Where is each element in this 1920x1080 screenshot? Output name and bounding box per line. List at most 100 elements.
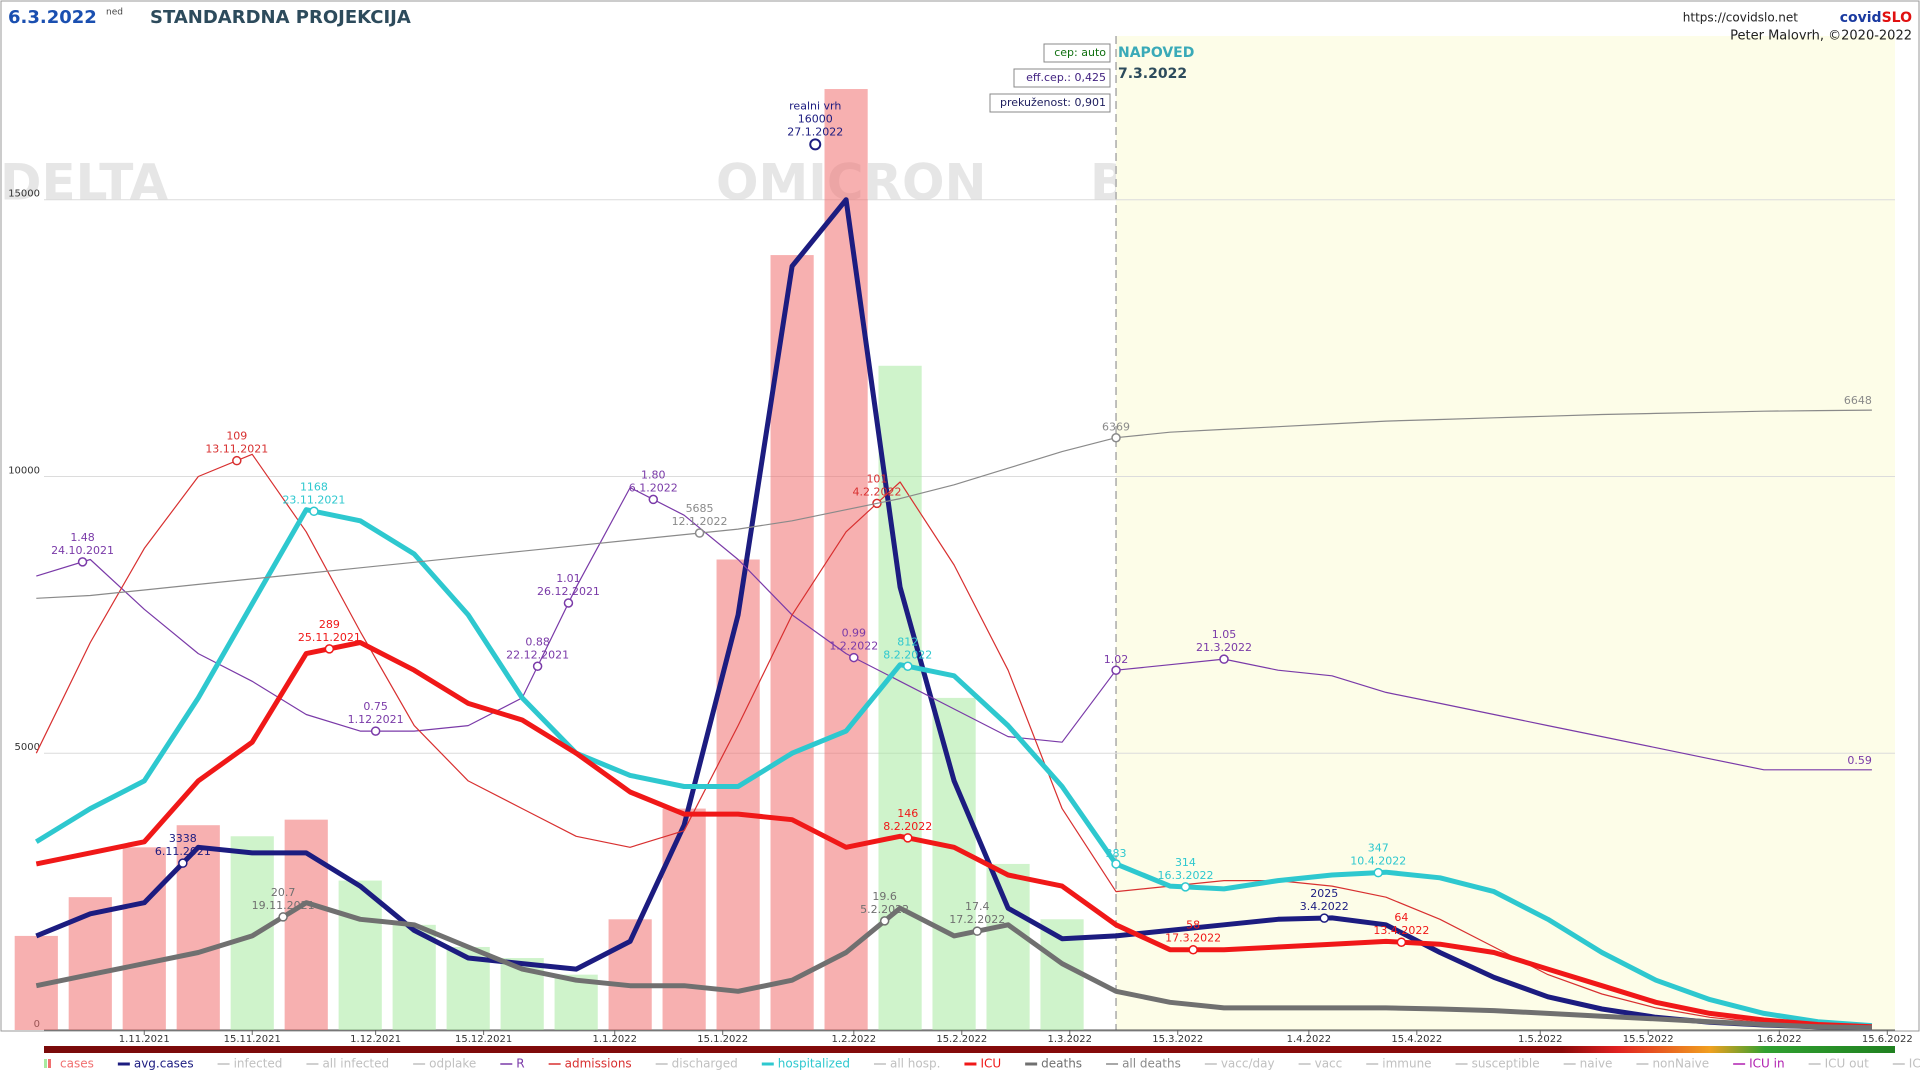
point-label: 1.48 <box>70 531 95 544</box>
point-date: 23.11.2021 <box>282 493 345 506</box>
point-label: 101 <box>866 472 887 485</box>
point-label: 58 <box>1186 919 1200 932</box>
date: 6.3.2022 <box>8 7 97 28</box>
series-line <box>35 197 1872 1031</box>
point-label: 6369 <box>1102 421 1130 434</box>
point-label: 3338 <box>169 832 197 845</box>
frame <box>0 0 1920 1032</box>
legend-label: susceptible <box>1472 1057 1540 1071</box>
series-line <box>36 409 1872 599</box>
legend-label: cases <box>60 1057 94 1071</box>
point-label: 314 <box>1175 856 1196 869</box>
label-marker <box>370 726 381 736</box>
legend-label: admissions <box>565 1057 632 1071</box>
brand-covid: covid <box>1840 10 1882 26</box>
point-label: 17.4 <box>965 900 990 913</box>
point-label: 20.7 <box>271 886 296 899</box>
x-tick-label: 15.11.2021 <box>224 1034 281 1045</box>
point-label: 146 <box>897 807 918 820</box>
label-marker <box>1319 913 1330 923</box>
bar <box>770 255 814 1031</box>
param-box <box>989 93 1111 113</box>
label-marker <box>694 528 705 538</box>
end-label: 6648 <box>1844 394 1872 407</box>
end-label: 0.59 <box>1847 754 1872 767</box>
series-line <box>34 507 1873 1029</box>
label-marker <box>309 506 319 517</box>
point-label: 289 <box>319 618 340 631</box>
label-marker <box>1188 944 1198 955</box>
author: Peter Malovrh, ©2020-2022 <box>1730 29 1912 44</box>
point-label: 1.80 <box>641 468 666 481</box>
point-date: 3.4.2022 <box>1300 900 1349 913</box>
label-marker <box>563 598 574 608</box>
x-tick-label: 1.1.2022 <box>592 1034 637 1045</box>
point-date: 21.3.2022 <box>1196 641 1252 654</box>
legend-swatch <box>44 1059 47 1068</box>
label-marker <box>1111 665 1121 675</box>
bar <box>986 863 1030 1030</box>
point-date: 8.2.2022 <box>883 648 932 661</box>
point-date: 8.2.2022 <box>883 820 932 833</box>
point-date: 24.10.2021 <box>51 544 114 557</box>
point-date: 25.11.2021 <box>298 631 361 644</box>
x-tick-label: 1.5.2022 <box>1518 1034 1563 1045</box>
label-marker <box>1219 654 1229 664</box>
weekday: ned <box>106 8 123 18</box>
legend-label: ICU deaths <box>1909 1057 1920 1071</box>
label-marker <box>1373 867 1384 878</box>
point-label: 0.88 <box>525 635 550 648</box>
point-date: 17.3.2022 <box>1165 932 1221 945</box>
y-tick-label: 5000 <box>15 742 40 753</box>
x-tick-label: 1.6.2022 <box>1757 1034 1802 1045</box>
forecast-area <box>1116 36 1895 1030</box>
y-tick-label: 10000 <box>8 465 40 476</box>
forecast-label: NAPOVED <box>1118 45 1194 61</box>
peak-marker <box>809 138 822 151</box>
legend-label: hospitalized <box>778 1057 850 1071</box>
brand: covidSLO <box>1840 10 1912 26</box>
brand-slo: SLO <box>1882 10 1913 26</box>
x-tick-label: 1.2.2022 <box>832 1034 877 1045</box>
legend-label: ICU out <box>1825 1057 1869 1071</box>
point-label: 109 <box>226 430 247 443</box>
legend-label: all hosp. <box>890 1057 940 1071</box>
legend-label: R <box>516 1057 524 1071</box>
legend-label: avg.cases <box>134 1057 194 1071</box>
legend-label: ICU <box>980 1057 1001 1071</box>
label-marker <box>532 661 543 672</box>
point-label: 2025 <box>1310 887 1338 900</box>
point-date: 13.4.2022 <box>1373 924 1429 937</box>
x-tick-label: 15.6.2022 <box>1862 1034 1913 1045</box>
bar <box>68 897 112 1030</box>
legend-label: all deaths <box>1122 1057 1181 1071</box>
x-tick-label: 15.2.2022 <box>936 1034 987 1045</box>
url: https://covidslo.net <box>1683 11 1799 25</box>
peak-value: 16000 <box>798 112 833 125</box>
point-date: 22.12.2021 <box>506 648 569 661</box>
x-tick-label: 15.3.2022 <box>1152 1034 1203 1045</box>
legend-label: infected <box>234 1057 283 1071</box>
point-label: 1.02 <box>1104 653 1129 666</box>
strip <box>44 1046 1895 1053</box>
bar <box>932 697 976 1030</box>
label-marker <box>77 557 88 567</box>
label-marker <box>324 644 335 654</box>
series-line <box>35 453 1872 1029</box>
point-label: 19.6 <box>872 890 897 903</box>
legend-label: discharged <box>672 1057 738 1071</box>
legend-label: ICU in <box>1749 1057 1784 1071</box>
point-date: 6.1.2022 <box>629 481 678 494</box>
x-tick-label: 15.1.2022 <box>697 1034 748 1045</box>
param: prekuženost: 0,901 <box>1000 96 1106 109</box>
bar <box>338 880 382 1030</box>
label-marker <box>1111 859 1121 869</box>
label-marker <box>1180 882 1191 892</box>
point-label: 0.75 <box>363 700 388 713</box>
point-date: 17.2.2022 <box>949 913 1005 926</box>
label-marker <box>278 912 288 922</box>
param: eff.cep.: 0,425 <box>1026 71 1106 84</box>
point-label: 1.01 <box>556 572 581 585</box>
label-marker <box>1111 432 1121 443</box>
